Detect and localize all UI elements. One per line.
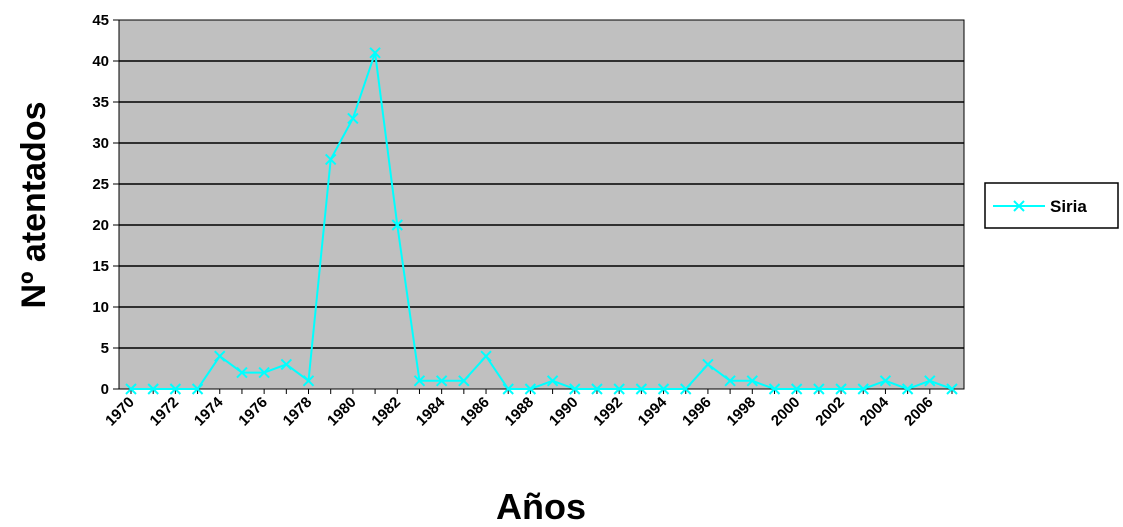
- y-tick-label: 45: [92, 12, 109, 29]
- data-point-x-marker: [480, 350, 492, 362]
- y-tick-label: 5: [101, 340, 109, 357]
- data-point-x-marker: [147, 383, 159, 395]
- data-point-x-marker: [435, 375, 448, 387]
- data-point-x-marker: [946, 383, 958, 395]
- plot-area: [118, 19, 965, 390]
- x-tick-label: 1998: [724, 394, 760, 430]
- data-point-x-marker: [546, 375, 559, 387]
- data-point-x-marker: [635, 383, 648, 395]
- data-point-x-marker: [125, 383, 137, 395]
- x-tick-label: 1994: [635, 393, 671, 429]
- data-point-x-marker: [591, 383, 603, 395]
- y-axis-ticks: 0 5 10 15 20 25 30 35 40 45: [92, 12, 119, 398]
- x-tick-label: 1992: [590, 394, 626, 430]
- data-point-x-marker: [236, 366, 248, 379]
- x-tick-label: 1986: [457, 394, 493, 430]
- data-point-x-marker: [524, 383, 537, 395]
- x-tick-label: 1978: [280, 394, 316, 430]
- legend-label: Siria: [1050, 197, 1087, 216]
- y-tick-label: 10: [92, 299, 109, 316]
- x-tick-label: 2004: [857, 393, 893, 429]
- x-tick-label: 1982: [368, 394, 404, 430]
- x-tick-label: 1980: [324, 394, 360, 430]
- data-point-x-marker: [835, 383, 847, 395]
- x-tick-label: 1996: [679, 394, 715, 430]
- x-axis-title: Años: [496, 486, 586, 527]
- data-point-x-marker: [879, 375, 892, 387]
- data-point-x-marker: [657, 383, 670, 395]
- data-point-x-marker: [746, 375, 759, 387]
- y-tick-label: 25: [92, 176, 109, 193]
- data-point-x-marker: [857, 383, 869, 395]
- data-point-x-marker: [391, 219, 403, 231]
- x-tick-label: 1984: [413, 393, 449, 429]
- data-point-x-marker: [347, 112, 359, 125]
- data-point-x-marker: [214, 350, 226, 362]
- data-point-x-marker: [924, 375, 936, 387]
- data-point-x-marker: [369, 47, 381, 59]
- y-axis-title: Nº atentados: [15, 101, 53, 308]
- y-tick-label: 15: [92, 258, 109, 275]
- x-axis-ticks: 1970 1972 1974 1976 1978 1980 1982 1984 1986 1988…: [102, 389, 953, 430]
- y-tick-label: 30: [92, 135, 109, 152]
- y-tick-label: 20: [92, 217, 109, 234]
- data-point-x-marker: [258, 366, 270, 379]
- data-point-x-marker: [724, 375, 736, 387]
- data-point-x-marker: [569, 383, 581, 395]
- data-point-x-marker: [613, 383, 625, 395]
- data-point-x-marker: [790, 383, 803, 395]
- x-tick-label: 1990: [546, 394, 582, 430]
- data-point-x-marker: [169, 383, 182, 395]
- data-point-x-marker: [680, 383, 692, 395]
- x-tick-label: 1972: [147, 394, 183, 430]
- x-tick-label: 1974: [191, 393, 227, 429]
- x-tick-label: 2006: [901, 394, 937, 430]
- data-point-x-marker: [813, 383, 825, 395]
- x-tick-label: 2002: [812, 394, 848, 430]
- x-tick-label: 2000: [768, 394, 804, 430]
- x-tick-label: 1970: [102, 394, 138, 430]
- data-point-x-marker: [768, 383, 781, 395]
- x-tick-label: 1976: [235, 394, 271, 430]
- data-point-x-marker: [702, 358, 714, 371]
- series-line: [131, 52, 953, 391]
- legend-marker-x-icon: [1013, 200, 1025, 212]
- x-tick-label: 1988: [502, 394, 538, 430]
- data-point-x-marker: [302, 375, 315, 387]
- y-tick-label: 35: [92, 94, 109, 111]
- data-point-x-marker: [413, 375, 426, 387]
- series-siria: [125, 47, 958, 395]
- data-point-x-marker: [280, 358, 293, 371]
- legend: Siria: [984, 182, 1119, 229]
- gridlines: [119, 60, 964, 349]
- y-tick-label: 0: [101, 381, 109, 398]
- data-point-x-marker: [502, 383, 514, 395]
- data-point-x-marker: [901, 383, 914, 395]
- y-tick-label: 40: [92, 53, 109, 70]
- data-point-x-marker: [324, 153, 337, 166]
- data-point-x-marker: [458, 375, 470, 387]
- data-point-x-marker: [191, 383, 204, 395]
